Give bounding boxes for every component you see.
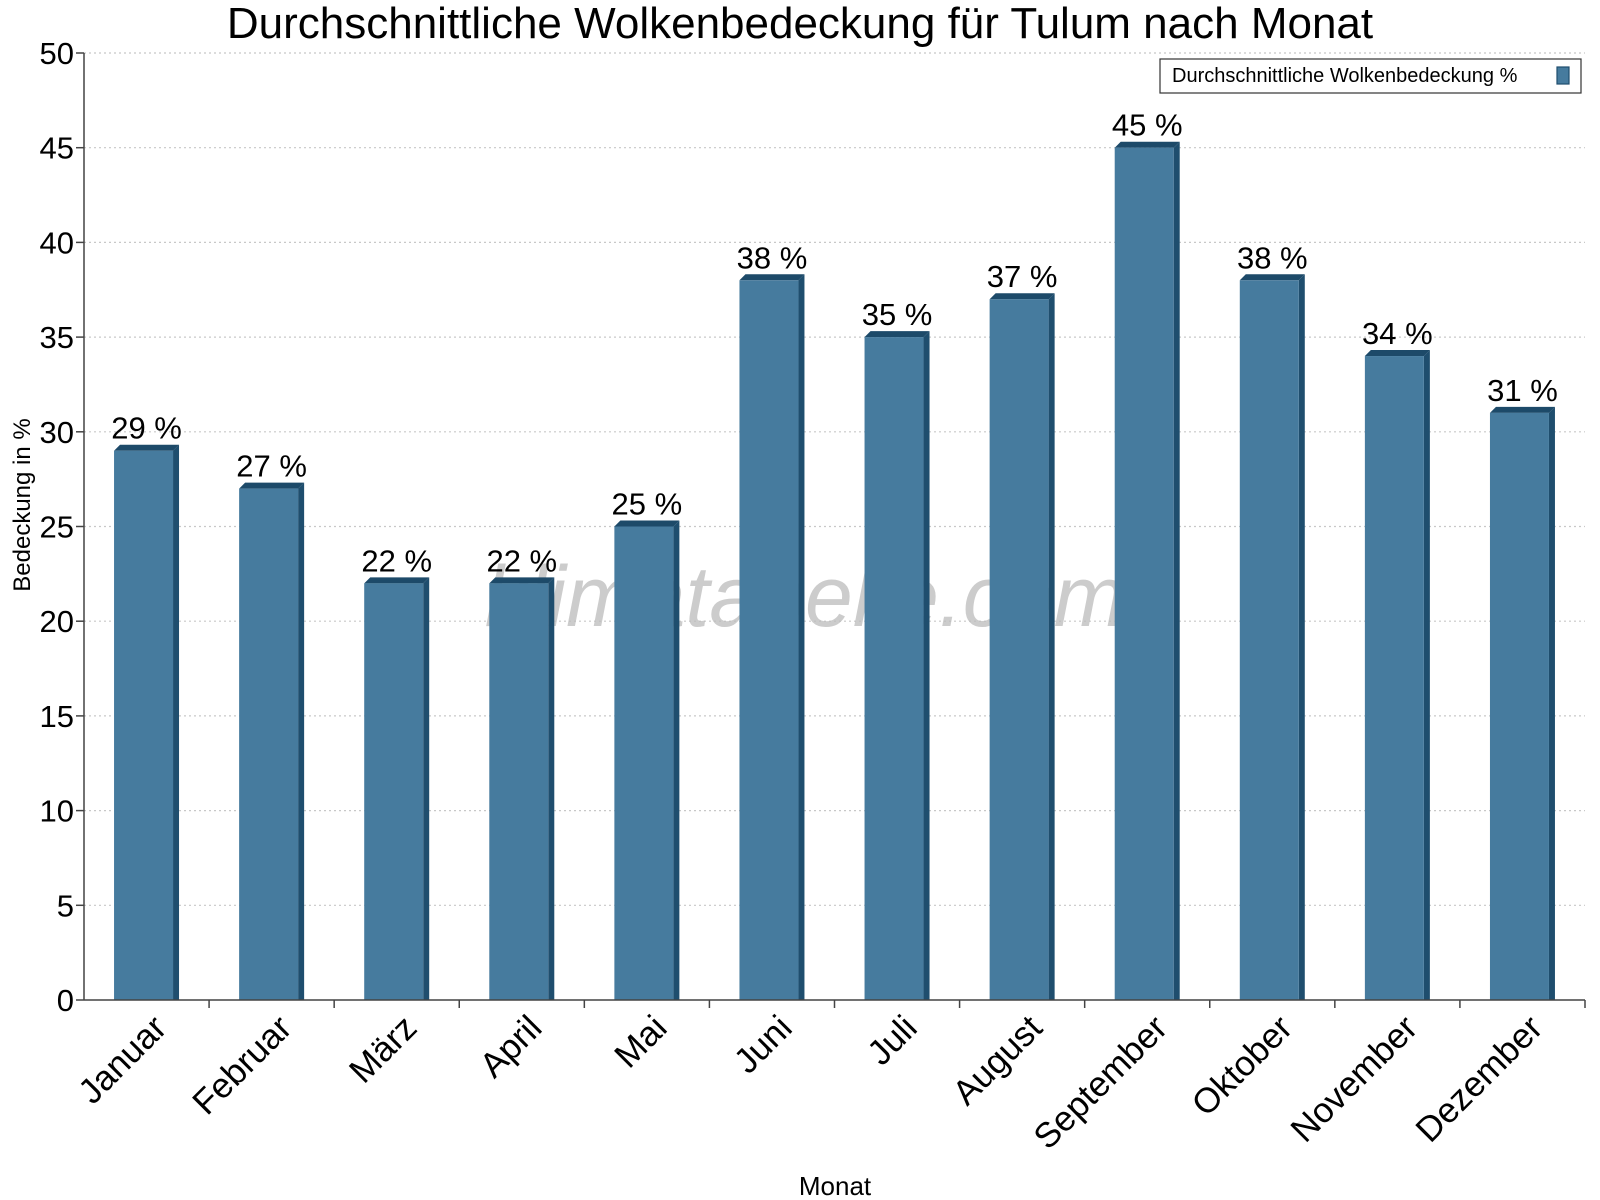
bar-top [739, 274, 805, 281]
bar-front [1364, 356, 1424, 1000]
bar-9 [1114, 141, 1180, 1000]
data-label: 38 % [737, 240, 808, 275]
y-axis-title: Bedeckung in % [9, 418, 36, 591]
legend: Durchschnittliche Wolkenbedeckung % [1159, 58, 1582, 94]
bar-front [239, 488, 299, 1000]
axes [76, 52, 1586, 1008]
x-tick-label: Mai [607, 1008, 674, 1075]
bar-front [864, 337, 924, 1001]
bar-top [114, 444, 180, 451]
bar-6 [739, 274, 805, 1000]
bar-top [864, 331, 930, 338]
bar-front [739, 280, 799, 1000]
y-tick-label: 40 [40, 225, 74, 260]
y-tick-label: 0 [57, 983, 74, 1018]
y-tick-label: 10 [40, 794, 74, 829]
data-label: 38 % [1237, 240, 1308, 275]
data-label: 37 % [987, 259, 1058, 294]
bar-8 [989, 293, 1055, 1001]
y-tick-label: 45 [40, 131, 74, 166]
data-label: 29 % [111, 411, 182, 446]
x-tick-label: September [1026, 1008, 1175, 1157]
x-tick-label: Januar [71, 1008, 174, 1111]
bar-top [239, 482, 305, 489]
x-tick-label: April [472, 1008, 549, 1085]
x-tick-label: Juli [860, 1008, 925, 1073]
x-tick-label: Oktober [1184, 1008, 1300, 1124]
bar-10 [1239, 274, 1305, 1000]
x-tick-label: November [1283, 1008, 1425, 1150]
y-tick-label: 25 [40, 510, 74, 545]
legend-label: Durchschnittliche Wolkenbedeckung % [1172, 65, 1518, 87]
y-tick-label: 20 [40, 604, 74, 639]
bar-top [364, 577, 430, 584]
data-label: 22 % [361, 543, 432, 578]
bar-top [489, 577, 555, 584]
bars [114, 141, 1555, 1001]
bar-front [114, 450, 174, 1000]
bar-front [614, 526, 674, 1000]
bar-1 [114, 444, 180, 1000]
y-tick-label: 15 [40, 699, 74, 734]
bar-front [989, 299, 1049, 1001]
bar-side [1548, 406, 1555, 1000]
bar-top [1489, 406, 1555, 413]
data-label: 35 % [862, 297, 933, 332]
bar-side [423, 577, 430, 1000]
chart-title: Durchschnittliche Wolkenbedeckung für Tu… [227, 0, 1373, 48]
bar-side [1173, 141, 1180, 1000]
data-label: 27 % [236, 449, 307, 484]
bar-front [489, 583, 549, 1000]
data-label: 45 % [1112, 108, 1183, 143]
bar-front [1239, 280, 1299, 1000]
bar-side [923, 331, 930, 1001]
y-tick-label: 5 [57, 888, 74, 923]
bar-side [1298, 274, 1305, 1000]
bar-top [1114, 141, 1180, 148]
data-label: 34 % [1362, 316, 1433, 351]
bar-2 [239, 482, 305, 1000]
bar-side [173, 444, 180, 1000]
y-tick-label: 50 [40, 36, 74, 71]
bar-side [298, 482, 305, 1000]
y-tick-label: 35 [40, 320, 74, 355]
bar-front [1489, 412, 1549, 1000]
x-tick-label: August [945, 1008, 1050, 1113]
grid-lines [84, 52, 1585, 906]
data-labels: 29 % 27 % 22 % 22 % 25 % 38 % 35 % 37 % 45 % 38 %… [111, 108, 1558, 579]
legend-box [1159, 58, 1582, 94]
x-tick-label: Dezember [1408, 1008, 1550, 1150]
bar-side [1048, 293, 1055, 1001]
x-axis-title: Monat [799, 1171, 872, 1200]
bar-top [1239, 274, 1305, 281]
bar-4 [489, 577, 555, 1000]
bar-front [364, 583, 424, 1000]
bar-11 [1364, 350, 1430, 1000]
bar-side [798, 274, 805, 1000]
bar-top [989, 293, 1055, 300]
legend-swatch [1556, 66, 1570, 85]
y-tick-label: 30 [40, 415, 74, 450]
bar-front [1114, 147, 1174, 1000]
x-tick-label: Juni [727, 1008, 800, 1081]
bar-5 [614, 520, 680, 1000]
bar-side [548, 577, 555, 1000]
bar-top [614, 520, 680, 527]
bar-top [1364, 350, 1430, 357]
bar-3 [364, 577, 430, 1000]
x-tick-label: Februar [185, 1008, 299, 1122]
data-label: 31 % [1487, 373, 1558, 408]
bar-side [1423, 350, 1430, 1000]
data-label: 22 % [486, 543, 557, 578]
x-tick-label: März [342, 1008, 425, 1091]
bar-7 [864, 331, 930, 1001]
data-label: 25 % [612, 487, 683, 522]
bar-side [673, 520, 680, 1000]
bar-12 [1489, 406, 1555, 1000]
